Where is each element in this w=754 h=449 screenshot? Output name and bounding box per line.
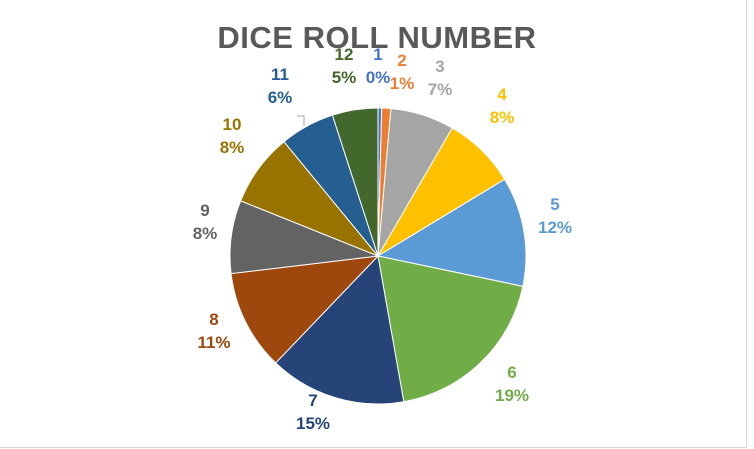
data-label-category-11: 11 [271, 65, 289, 84]
data-label-percent-4: 8% [490, 108, 515, 127]
data-label-category-9: 9 [200, 201, 209, 220]
data-label-category-6: 6 [507, 363, 516, 382]
data-label-category-4: 4 [497, 85, 507, 104]
data-label-percent-1: 0% [366, 68, 391, 87]
pie-slice-6 [377, 255, 524, 403]
pie-slice-12 [331, 107, 379, 257]
data-label-category-10: 10 [223, 115, 242, 134]
leader-line-11 [297, 115, 305, 126]
leader-lines [297, 115, 305, 126]
pie-slice-5 [376, 178, 527, 287]
data-label-category-12: 12 [335, 45, 354, 64]
data-label-percent-5: 12% [538, 218, 572, 237]
pie-slice-8 [230, 255, 380, 364]
data-label-category-7: 7 [308, 391, 317, 410]
data-labels: 1 0% 2 1% 3 7% 4 8% 5 12% 6 19% 7 15% 8 11% 9 8% 10 8% 11 6% 1… [193, 45, 572, 433]
chart-title: DICE ROLL NUMBER [217, 20, 537, 55]
data-label-percent-9: 8% [193, 224, 218, 243]
pie-slices [229, 107, 527, 405]
data-label-percent-10: 8% [220, 138, 245, 157]
data-label-percent-7: 15% [296, 414, 330, 433]
data-label-category-8: 8 [209, 310, 218, 329]
data-label-percent-12: 5% [332, 68, 357, 87]
pie-slice-7 [274, 254, 405, 405]
data-label-category-3: 3 [435, 57, 444, 76]
data-label-category-5: 5 [550, 195, 559, 214]
data-label-percent-6: 19% [495, 386, 529, 405]
data-label-percent-8: 11% [197, 333, 230, 352]
data-label-category-2: 2 [397, 51, 406, 70]
data-label-percent-11: 6% [268, 88, 293, 107]
data-label-percent-3: 7% [428, 80, 453, 99]
data-label-percent-2: 1% [390, 74, 415, 93]
data-label-category-1: 1 [373, 45, 382, 64]
